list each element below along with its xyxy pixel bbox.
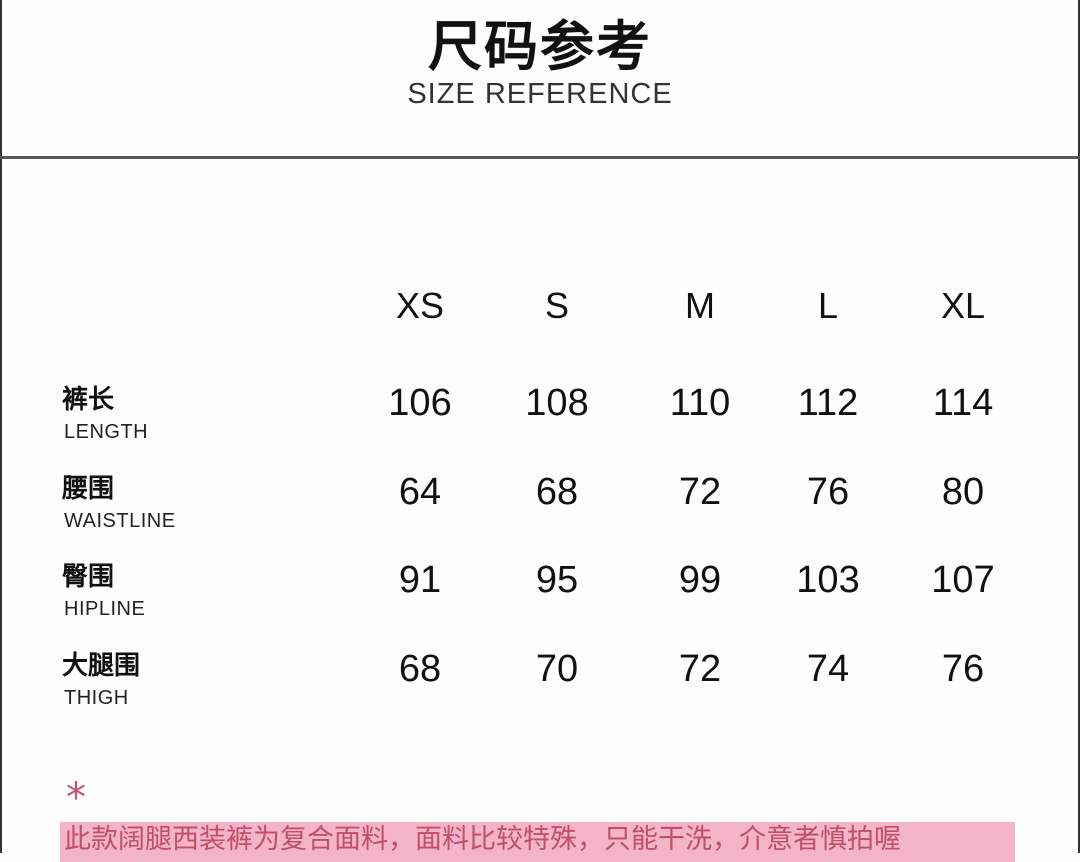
table-cell: 74 bbox=[806, 648, 850, 690]
row-label-en: LENGTH bbox=[64, 421, 149, 443]
size-header-m: M bbox=[685, 285, 715, 326]
table-cell: 106 bbox=[388, 382, 452, 424]
row-label-cn: 大腿围 bbox=[62, 651, 141, 681]
table-cell: 95 bbox=[535, 559, 579, 601]
row-label-en: WAISTLINE bbox=[64, 510, 176, 532]
table-cell: 91 bbox=[398, 559, 442, 601]
row-label-en: HIPLINE bbox=[64, 598, 146, 620]
table-cell: 68 bbox=[398, 648, 442, 690]
table-cell: 99 bbox=[678, 559, 722, 601]
table-cell: 70 bbox=[535, 648, 579, 690]
page-subtitle: SIZE REFERENCE bbox=[407, 78, 673, 110]
care-note: 此款阔腿西装裤为复合面料，面料比较特殊，只能干洗，介意者慎拍喔 bbox=[60, 822, 1015, 862]
size-header-xs: XS bbox=[395, 285, 445, 326]
table-cell: 76 bbox=[806, 471, 850, 513]
table-cell: 112 bbox=[797, 382, 859, 424]
divider bbox=[0, 156, 1080, 159]
right-border bbox=[1078, 0, 1080, 853]
table-cell: 68 bbox=[535, 471, 579, 513]
table-cell: 114 bbox=[932, 382, 994, 424]
table-cell: 76 bbox=[941, 648, 985, 690]
table-cell: 64 bbox=[398, 471, 442, 513]
row-label-cn: 臀围 bbox=[62, 562, 115, 592]
row-label-en: THIGH bbox=[64, 687, 129, 709]
page-title: 尺码参考 bbox=[428, 15, 652, 78]
table-cell: 72 bbox=[678, 648, 722, 690]
size-header-s: S bbox=[544, 285, 569, 326]
size-header-xl: XL bbox=[940, 285, 986, 326]
table-cell: 110 bbox=[669, 382, 731, 424]
table-cell: 108 bbox=[525, 382, 589, 424]
row-label-cn: 腰围 bbox=[62, 474, 115, 504]
table-cell: 107 bbox=[931, 559, 995, 601]
table-cell: 103 bbox=[796, 559, 860, 601]
size-header-l: L bbox=[817, 285, 839, 326]
asterisk-icon: * bbox=[66, 775, 86, 821]
left-border bbox=[0, 0, 2, 853]
row-label-cn: 裤长 bbox=[62, 385, 115, 415]
table-cell: 72 bbox=[678, 471, 722, 513]
table-cell: 80 bbox=[941, 471, 985, 513]
